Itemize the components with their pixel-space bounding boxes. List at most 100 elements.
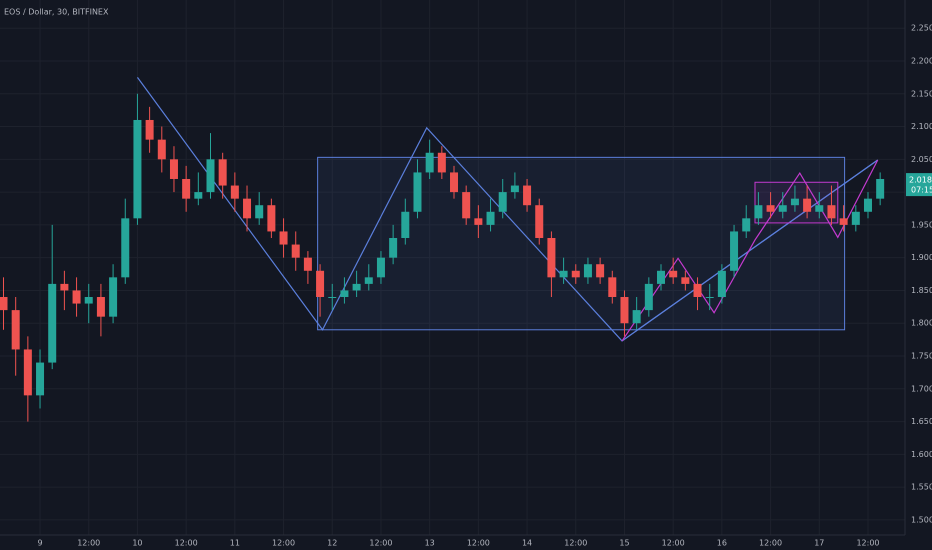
candle-body: [194, 192, 203, 199]
y-tick-label: 1.6500: [911, 417, 932, 426]
x-tick-label: 15: [619, 539, 629, 548]
y-tick-label: 2.2000: [911, 56, 932, 65]
candle-body: [547, 237, 556, 278]
candle-body: [316, 270, 325, 298]
candle-body: [876, 178, 885, 199]
y-tick-label: 1.9000: [911, 253, 932, 262]
candle-body: [11, 310, 20, 350]
candle-body: [425, 152, 434, 173]
x-tick-label: 12:00: [272, 539, 295, 548]
candle-body: [48, 283, 57, 363]
candle-body: [766, 205, 775, 212]
candle-body: [681, 277, 690, 284]
drawing-line: [621, 159, 879, 342]
candle-body: [730, 231, 739, 271]
candle-body: [498, 192, 507, 212]
candle-body: [328, 297, 337, 299]
candle-body: [827, 205, 836, 219]
candle-body: [620, 297, 629, 324]
candle-body: [815, 205, 824, 212]
drawing-line: [621, 159, 879, 342]
candle-body: [571, 270, 580, 278]
y-tick-label: 1.7000: [911, 384, 932, 393]
candle-body: [851, 211, 860, 225]
candle-body: [84, 297, 93, 304]
chart-title: EOS / Dollar, 30, BITFINEX: [4, 8, 109, 17]
x-tick-label: 12:00: [175, 539, 198, 548]
last-price-box: [906, 173, 932, 197]
candle-body: [705, 297, 714, 299]
x-tick-label: 17: [814, 539, 824, 548]
candle-body: [291, 244, 300, 258]
x-tick-label: 12: [327, 539, 337, 548]
candle-body: [717, 270, 726, 298]
x-tick-label: 12:00: [662, 539, 685, 548]
candle-body: [583, 264, 592, 278]
y-tick-label: 1.5500: [911, 483, 932, 492]
x-tick-label: 12:00: [759, 539, 782, 548]
candle-body: [182, 178, 191, 199]
candle-body: [839, 218, 848, 225]
candle-body: [462, 192, 471, 219]
y-tick-label: 1.9500: [911, 220, 932, 229]
y-tick-label: 2.2500: [911, 24, 932, 33]
candle-body: [133, 119, 142, 219]
candle-body: [230, 185, 239, 199]
candle-body: [255, 205, 264, 219]
candle-body: [23, 349, 32, 396]
candle-body: [169, 159, 178, 179]
candle-body: [523, 185, 532, 206]
x-tick-label: 11: [230, 539, 240, 548]
candle-body: [267, 205, 276, 232]
candle-body: [352, 283, 361, 291]
candle-body: [742, 218, 751, 232]
candle-body: [279, 231, 288, 245]
candle-body: [145, 119, 154, 140]
candle-body: [790, 198, 799, 206]
candle-body: [96, 297, 105, 317]
candle-body: [608, 277, 617, 298]
y-tick-label: 1.7500: [911, 352, 932, 361]
x-tick-label: 12:00: [564, 539, 587, 548]
candle-body: [206, 159, 215, 193]
candle-body: [486, 211, 495, 225]
candle-body: [243, 198, 252, 219]
y-tick-label: 1.8000: [911, 319, 932, 328]
candle-body: [778, 205, 787, 212]
candle-body: [364, 277, 373, 284]
candle-body: [36, 362, 45, 396]
candle-body: [474, 218, 483, 225]
candle-body: [450, 172, 459, 193]
candle-body: [754, 205, 763, 219]
candle-body: [413, 172, 422, 212]
candle-body: [60, 283, 69, 291]
candle-body: [559, 270, 568, 278]
candle-body: [596, 264, 605, 278]
candle-body: [535, 205, 544, 238]
candle-body: [693, 283, 702, 298]
x-tick-label: 9: [37, 539, 42, 548]
x-tick-label: 16: [717, 539, 727, 548]
candle-body: [644, 283, 653, 311]
candle-body: [632, 310, 641, 324]
candle-body: [656, 270, 665, 284]
x-tick-label: 12:00: [856, 539, 879, 548]
y-tick-label: 1.8500: [911, 286, 932, 295]
countdown-label: 07:15: [911, 186, 932, 195]
candle-body: [340, 290, 349, 298]
candle-body: [303, 257, 312, 271]
y-tick-label: 1.5000: [911, 515, 932, 524]
candle-body: [376, 257, 385, 278]
candle-body: [0, 297, 8, 311]
candle-body: [72, 290, 81, 304]
candle-body: [121, 218, 130, 278]
y-tick-label: 2.1500: [911, 89, 932, 98]
candle-body: [669, 270, 678, 278]
candle-body: [510, 185, 519, 193]
x-tick-label: 12:00: [467, 539, 490, 548]
x-tick-label: 13: [425, 539, 435, 548]
y-tick-label: 1.6000: [911, 450, 932, 459]
